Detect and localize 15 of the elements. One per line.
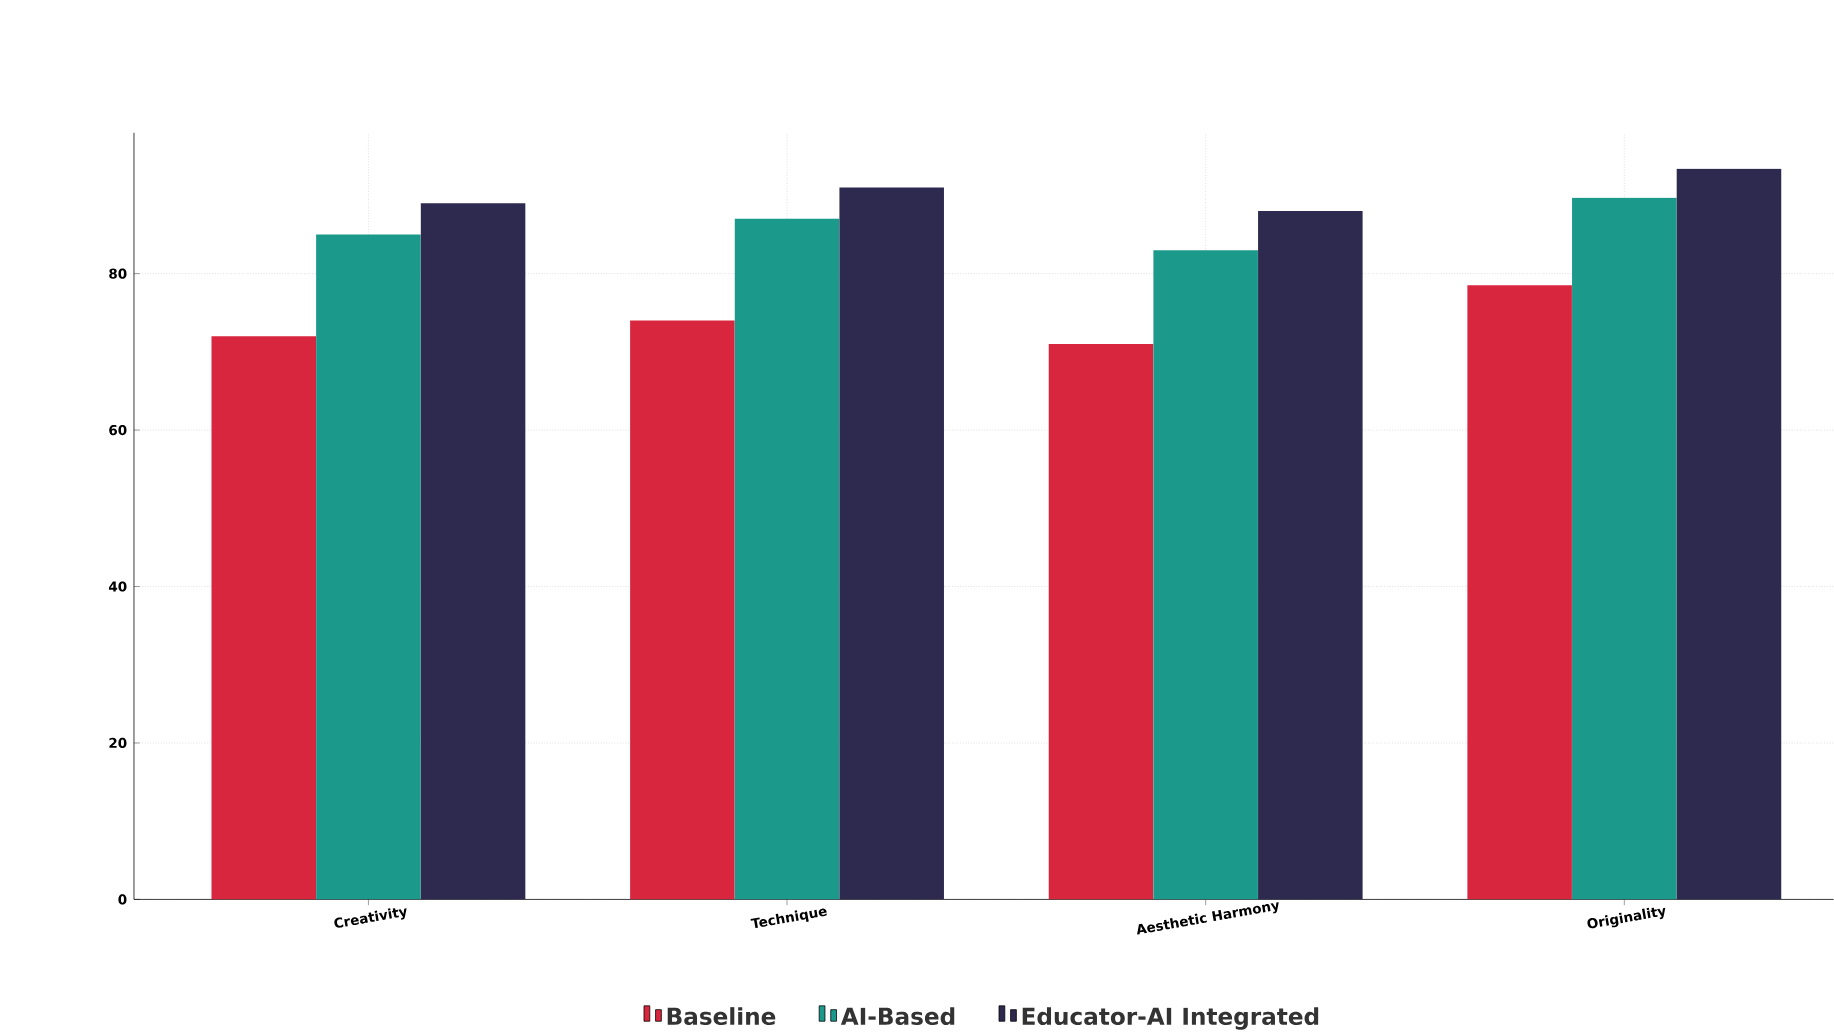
bar bbox=[630, 320, 735, 900]
bar bbox=[420, 203, 526, 900]
bar bbox=[316, 234, 421, 900]
bar bbox=[734, 219, 840, 900]
bar bbox=[1467, 285, 1572, 900]
legend-label: Baseline bbox=[667, 1007, 776, 1026]
legend-label: Educator-AI Integrated bbox=[1022, 1007, 1319, 1031]
legend-label: AI-Based bbox=[840, 1007, 955, 1026]
bar bbox=[1153, 250, 1258, 900]
bar bbox=[1258, 211, 1363, 900]
bar bbox=[1048, 344, 1154, 900]
bar bbox=[211, 336, 317, 900]
bar bbox=[839, 187, 944, 900]
bar bbox=[1572, 198, 1677, 900]
bar bbox=[1676, 169, 1782, 900]
